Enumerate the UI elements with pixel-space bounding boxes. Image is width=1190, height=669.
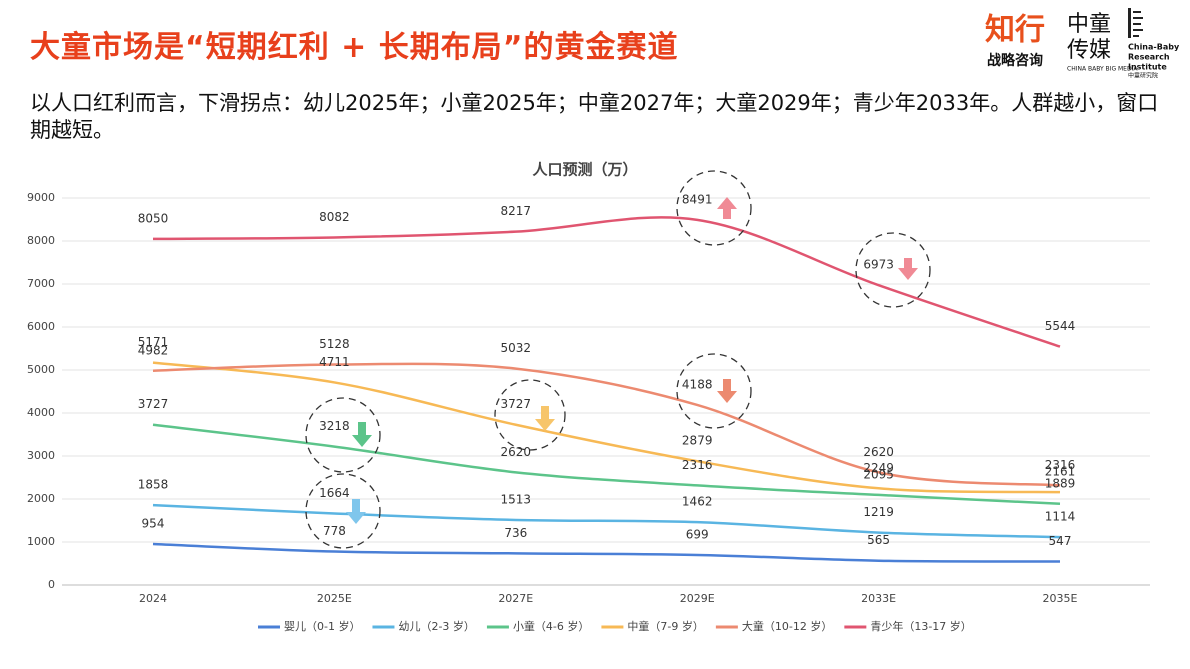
- x-tick-label: 2027E: [498, 592, 533, 605]
- y-tick-label: 3000: [27, 449, 55, 462]
- chart: 人口预测（万） 0 1000 2000 3000 4000 5000 6000 7000 800…: [27, 161, 1150, 633]
- series-line: [152, 362, 1061, 487]
- data-label: 8082: [319, 210, 350, 224]
- y-tick-label: 0: [48, 578, 55, 591]
- data-label: 1889: [1045, 476, 1076, 490]
- data-label: 1513: [501, 492, 532, 506]
- data-label: 4711: [319, 355, 350, 369]
- series-line: [152, 542, 1061, 563]
- data-label: 4188: [682, 377, 713, 391]
- data-label: 3218: [319, 419, 350, 433]
- legend-label: 中童（7-9 岁）: [627, 619, 703, 633]
- logo-icon: [1128, 8, 1143, 38]
- slide-subtitle: 以人口红利而言，下滑拐点：幼儿2025年；小童2025年；中童2027年；大童2…: [30, 91, 1159, 142]
- data-label: 2620: [501, 445, 532, 459]
- data-label: 2249: [863, 461, 894, 475]
- series-line: [152, 503, 1061, 539]
- data-label: 5544: [1045, 319, 1076, 333]
- data-label: 5032: [501, 341, 532, 355]
- logo-institute: Research: [1128, 53, 1170, 62]
- data-label: 1462: [682, 495, 713, 509]
- y-tick-label: 7000: [27, 277, 55, 290]
- legend-label: 小童（4-6 岁）: [513, 619, 589, 633]
- logo-media: 中童: [1067, 12, 1111, 37]
- x-tick-label: 2024: [139, 592, 167, 605]
- data-label: 5128: [319, 337, 350, 351]
- highlight-circles: [305, 170, 931, 549]
- logo-institute: China-Baby: [1128, 43, 1180, 52]
- logo-brand-sub: 战略咨询: [987, 52, 1043, 69]
- y-tick-label: 6000: [27, 320, 55, 333]
- data-label: 8217: [501, 204, 532, 218]
- data-label: 2095: [863, 467, 894, 481]
- logo-media: 传媒: [1067, 38, 1111, 63]
- series-line: [152, 423, 1061, 506]
- legend-label: 大童（10-12 岁）: [742, 619, 832, 633]
- data-label: 3727: [138, 397, 169, 411]
- chart-title: 人口预测（万）: [532, 161, 637, 179]
- logo-media-en: CHINA BABY BIG MEDIA: [1067, 66, 1138, 73]
- x-tick-label: 2029E: [680, 592, 715, 605]
- logo-institute-cn: 中童研究院: [1128, 72, 1158, 80]
- x-tick-label: 2033E: [861, 592, 896, 605]
- data-label: 4982: [138, 343, 169, 357]
- data-label: 1664: [319, 486, 350, 500]
- slide-title: 大童市场是“短期红利 + 长期布局”的黄金赛道: [30, 30, 679, 65]
- trend-arrows: [346, 197, 918, 524]
- data-label: 2879: [682, 434, 713, 448]
- data-label: 2161: [1045, 465, 1076, 479]
- y-tick-label: 8000: [27, 234, 55, 247]
- x-tick-label: 2035E: [1043, 592, 1078, 605]
- data-label: 5171: [138, 335, 169, 349]
- data-label: 778: [323, 524, 346, 538]
- data-label: 547: [1049, 534, 1072, 548]
- series-line: [152, 361, 1061, 494]
- data-label: 3727: [501, 397, 532, 411]
- data-label: 8050: [138, 211, 169, 225]
- data-label: 736: [504, 526, 527, 540]
- data-label: 954: [142, 516, 165, 530]
- data-label: 1114: [1045, 510, 1076, 524]
- x-tick-label: 2025E: [317, 592, 352, 605]
- data-label: 699: [686, 527, 709, 541]
- data-label: 6973: [863, 258, 894, 272]
- data-label: 1219: [863, 505, 894, 519]
- legend-label: 幼儿（2-3 岁）: [398, 619, 474, 633]
- logo: 知行 战略咨询 中童 传媒 CHINA BABY BIG MEDIA China…: [985, 8, 1180, 80]
- y-tick-label: 5000: [27, 363, 55, 376]
- data-label: 565: [867, 533, 890, 547]
- data-label: 8491: [682, 192, 713, 206]
- logo-institute: Institute: [1128, 63, 1167, 72]
- legend-label: 青少年（13-17 岁）: [870, 619, 971, 633]
- logo-brand: 知行: [985, 13, 1045, 48]
- y-tick-label: 2000: [27, 492, 55, 505]
- legend-label: 婴儿（0-1 岁）: [284, 619, 360, 633]
- data-label: 2316: [682, 458, 713, 472]
- y-tick-label: 9000: [27, 191, 55, 204]
- y-tick-label: 4000: [27, 406, 55, 419]
- data-label: 2620: [863, 445, 894, 459]
- data-label: 1858: [138, 478, 169, 492]
- series-line: [152, 216, 1061, 348]
- y-tick-label: 1000: [27, 535, 55, 548]
- data-label: 2316: [1045, 458, 1076, 472]
